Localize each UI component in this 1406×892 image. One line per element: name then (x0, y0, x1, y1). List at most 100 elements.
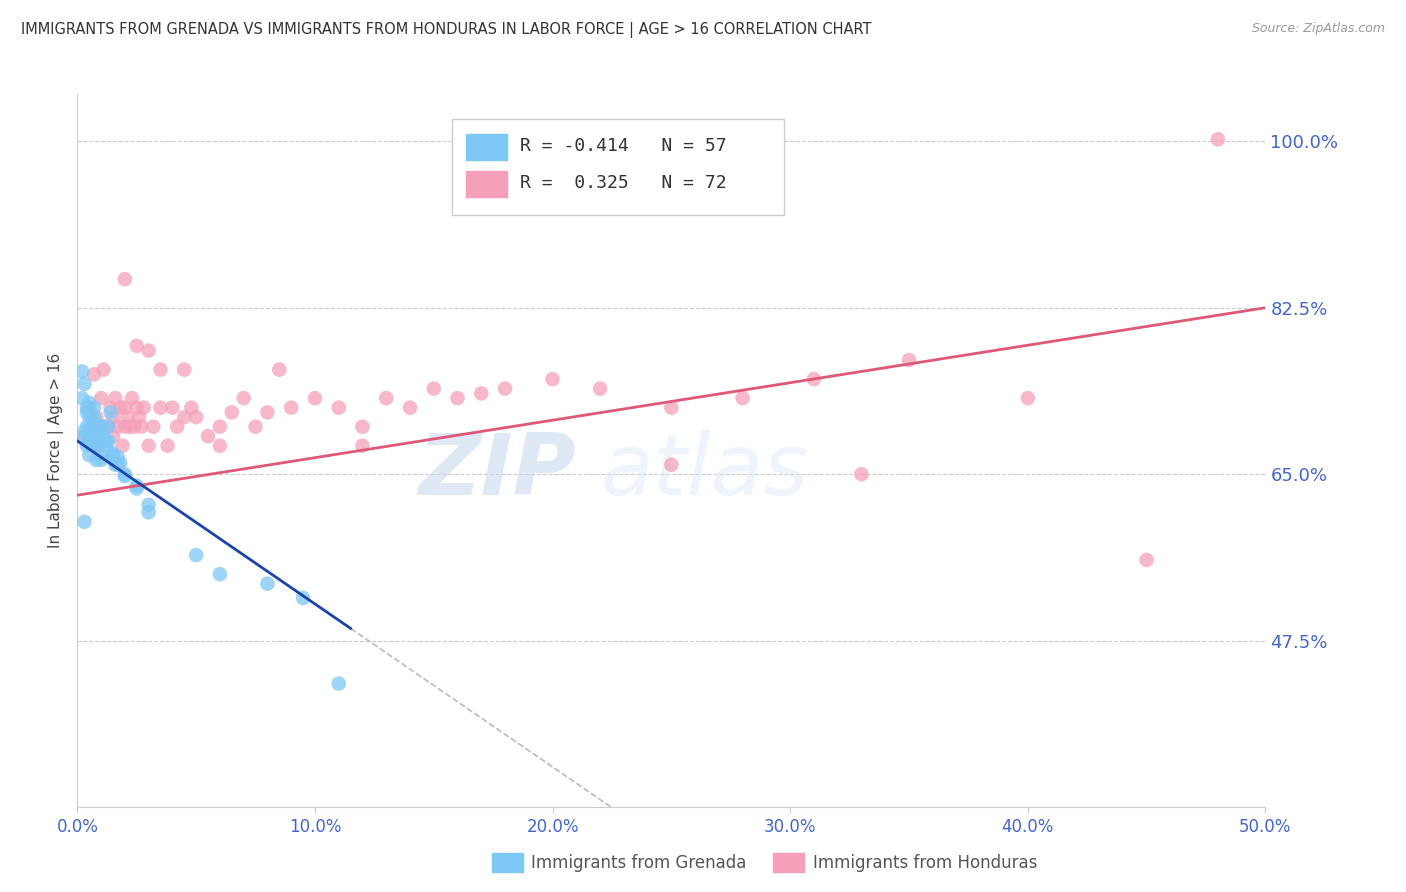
Point (898, 353, 921, 368)
Point (114, 401, 136, 415)
Point (86, 439, 108, 453)
Point (90, 391, 112, 405)
Point (77, 448, 100, 462)
Point (114, 469, 136, 483)
Text: R =  0.325   N = 72: R = 0.325 N = 72 (520, 174, 727, 192)
Point (73, 376, 96, 391)
Point (93, 431, 115, 445)
Point (86, 410, 108, 425)
Point (83, 431, 105, 445)
Point (1136, 553, 1159, 567)
Point (76, 439, 98, 453)
Point (328, 676, 350, 690)
Point (208, 567, 231, 582)
Point (101, 429, 124, 443)
Point (77, 410, 100, 425)
Point (101, 450, 124, 464)
Point (661, 458, 683, 472)
Point (73, 425, 96, 439)
Point (80, 425, 103, 439)
Text: Source: ZipAtlas.com: Source: ZipAtlas.com (1251, 22, 1385, 36)
Point (114, 467, 136, 482)
Text: atlas: atlas (600, 430, 808, 514)
Point (173, 410, 195, 425)
Point (149, 401, 172, 415)
Point (121, 391, 143, 405)
Point (94, 439, 117, 453)
Point (87, 427, 110, 442)
Point (93, 419, 115, 434)
Point (77, 396, 100, 410)
Point (138, 498, 160, 512)
Point (73, 515, 96, 529)
Point (292, 591, 315, 605)
Point (107, 450, 129, 464)
Point (138, 505, 160, 519)
Bar (465, 171, 508, 197)
Point (375, 391, 398, 405)
Point (589, 382, 612, 396)
Point (156, 439, 179, 453)
Point (132, 401, 155, 415)
Point (256, 576, 278, 591)
Point (80, 439, 103, 453)
Point (131, 419, 153, 434)
Text: R = -0.414   N = 57: R = -0.414 N = 57 (520, 136, 727, 154)
Point (197, 429, 219, 443)
Point (128, 410, 150, 425)
Point (166, 419, 188, 434)
Point (97, 434, 120, 448)
Point (1206, 132, 1229, 146)
Text: Immigrants from Honduras: Immigrants from Honduras (813, 854, 1038, 871)
Y-axis label: In Labor Force | Age > 16: In Labor Force | Age > 16 (48, 353, 65, 548)
Point (80, 410, 103, 425)
Point (73, 429, 96, 443)
Point (107, 419, 129, 434)
Point (86, 453, 108, 467)
Point (328, 401, 350, 415)
Point (104, 458, 127, 472)
Point (101, 448, 124, 462)
Point (83, 439, 105, 453)
Point (93, 362, 115, 376)
Point (661, 401, 683, 415)
Point (104, 391, 127, 405)
Point (208, 419, 231, 434)
Point (77, 434, 100, 448)
Point (83, 410, 105, 425)
Point (138, 343, 160, 358)
Point (83, 401, 105, 415)
Point (173, 362, 195, 376)
Point (221, 405, 243, 419)
Point (86, 425, 108, 439)
Point (90, 453, 112, 467)
Point (731, 391, 754, 405)
Point (80, 425, 103, 439)
Point (108, 456, 131, 470)
FancyBboxPatch shape (451, 119, 785, 215)
Point (94, 419, 117, 434)
Point (77, 401, 100, 415)
Point (232, 391, 254, 405)
Point (125, 482, 148, 496)
Text: Immigrants from Grenada: Immigrants from Grenada (531, 854, 747, 871)
Point (76, 405, 98, 419)
Point (108, 401, 131, 415)
Point (142, 419, 165, 434)
Point (73, 429, 96, 443)
Point (1017, 391, 1039, 405)
Point (94, 434, 117, 448)
Point (186, 410, 208, 425)
Point (399, 401, 422, 415)
Point (124, 419, 146, 434)
Point (149, 362, 172, 376)
Point (97, 419, 120, 434)
Point (83, 368, 105, 382)
Point (541, 372, 564, 386)
Point (80, 419, 103, 434)
Point (101, 410, 124, 425)
Point (125, 478, 148, 492)
Point (180, 401, 202, 415)
Point (208, 439, 231, 453)
Point (115, 410, 138, 425)
